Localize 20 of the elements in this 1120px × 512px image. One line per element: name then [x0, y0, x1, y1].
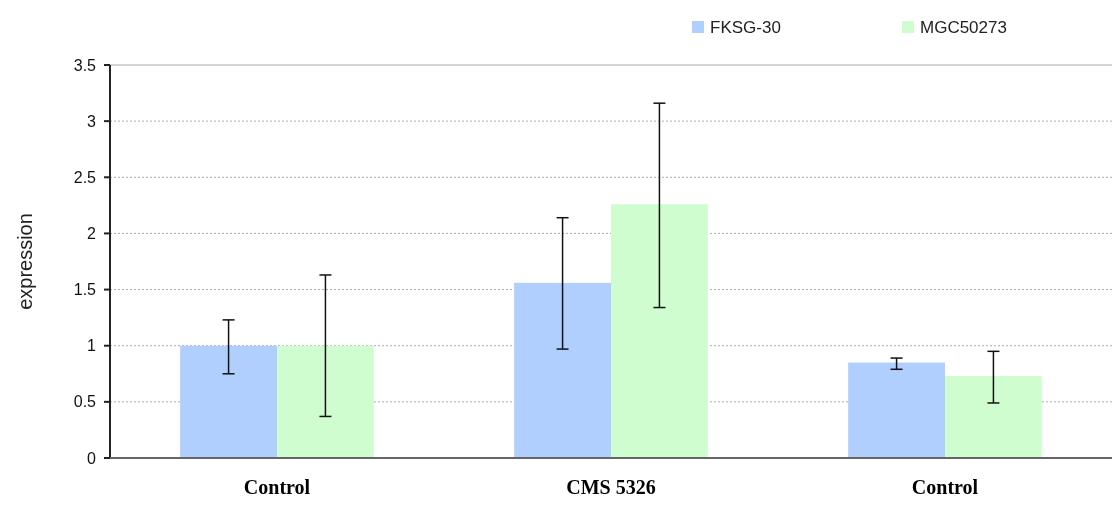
- y-tick-label: 1: [87, 337, 97, 355]
- y-tick-label: 3.5: [73, 56, 97, 74]
- x-tick-label: CMS 5326: [566, 476, 656, 498]
- x-tick-label: Control: [911, 476, 979, 498]
- legend-label: MGC50273: [920, 17, 1007, 37]
- y-tick-label: 0: [87, 449, 97, 467]
- bar: [611, 204, 708, 458]
- bar: [277, 345, 374, 458]
- x-tick-label: Control: [243, 476, 311, 498]
- bar: [945, 376, 1042, 458]
- y-tick-label: 2: [87, 225, 97, 243]
- legend-label: FKSG-30: [710, 17, 781, 37]
- y-tick-label: 3: [87, 112, 97, 130]
- bar: [848, 362, 945, 458]
- y-tick-label: 2.5: [73, 168, 97, 186]
- y-axis-title: expression: [14, 213, 36, 310]
- y-tick-label: 1.5: [73, 281, 97, 299]
- bar: [514, 282, 611, 458]
- y-tick-label: 0.5: [73, 393, 97, 411]
- bar: [180, 345, 277, 458]
